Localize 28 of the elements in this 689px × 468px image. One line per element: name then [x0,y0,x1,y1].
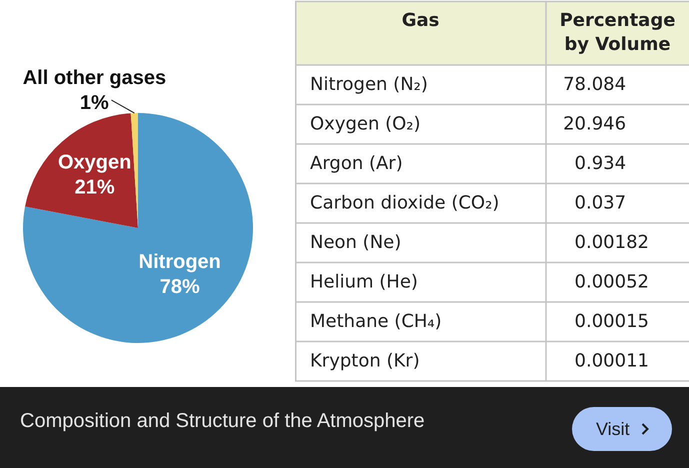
slice-label: All other gases [22,67,166,90]
pie-slice [23,113,253,343]
category-label: Neon (Ne) [310,232,402,253]
category-label: Methane (CH₄) [310,310,442,332]
text: Gas [402,10,440,31]
slice-label: Oxygen [58,151,132,174]
data-label: 1% [80,92,110,114]
data-label: 78.084 [563,74,626,95]
data-label: 20.946 [563,113,626,134]
data-label: 0.00182 [574,232,649,253]
category-label: Nitrogen (N₂) [310,74,428,95]
data-label: 0.934 [574,152,626,174]
data-label: 0.00011 [574,350,649,372]
data-label: 21% [74,176,115,198]
category-label: Helium (He) [310,271,418,292]
category-label: Krypton (Kr) [310,350,420,372]
data-label: 0.00015 [574,310,649,332]
data-label: 0.037 [574,192,626,214]
slice-label: Nitrogen [138,251,221,274]
category-label: Argon (Ar) [310,152,403,174]
pie-slice [25,113,138,228]
data-label: 0.00052 [574,271,649,292]
data-label: 78% [160,276,200,298]
caption-bar: Composition and Structure of the Atmosphere Visit [0,387,689,468]
text: Percentage by Volume [560,10,676,55]
pill-button: Visit [572,407,672,451]
category-label: Carbon dioxide (CO₂) [310,192,500,214]
category-label: Oxygen (O₂) [310,113,421,134]
